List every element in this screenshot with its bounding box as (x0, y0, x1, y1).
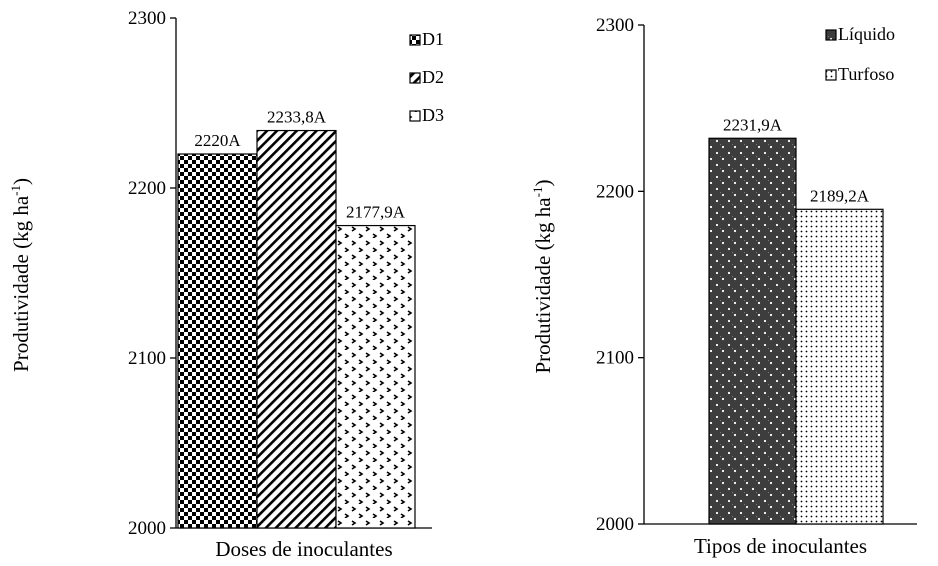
legend-label-líquido: Líquido (838, 24, 895, 44)
y-axis-title-main: Produtividade (kg ha (9, 195, 33, 372)
y-tick-label: 2300 (128, 8, 166, 29)
bar-d2 (256, 129, 337, 529)
data-label-líquido: 2231,9A (723, 115, 783, 134)
legend-swatch-d3 (409, 110, 421, 122)
chart-panel-2: 2000 2100 2200 2300 2231,9A 2189,2A Tipos de i… (530, 15, 917, 558)
data-label-d3: 2177,9A (346, 203, 406, 222)
bar-d1 (177, 153, 258, 529)
data-label-d2: 2233,8A (267, 108, 327, 127)
y-axis-title: Produtividade (kg ha-1) (530, 180, 555, 374)
x-axis-title: Tipos de inoculantes (694, 534, 867, 558)
legend-swatch-turfoso (825, 69, 837, 81)
y-tick-label: 2200 (596, 181, 634, 202)
y-tick-label: 2200 (128, 178, 166, 199)
chart-panel-1: 2000 2100 2200 2300 2220A 2233,8A 2177,9A Doses… (8, 8, 444, 561)
y-axis-title-close: ) (531, 180, 555, 187)
legend-label-turfoso: Turfoso (838, 64, 894, 84)
data-label-d1: 2220A (194, 131, 241, 150)
bar-d3 (335, 224, 416, 529)
legend: D1 D2 D3 (409, 29, 444, 125)
y-tick-label: 2300 (596, 15, 634, 36)
legend-swatch-líquido (825, 29, 837, 41)
y-tick-label: 2100 (128, 348, 166, 369)
legend-swatch-d1 (409, 34, 421, 46)
y-axis-title-superscript: -1 (530, 187, 545, 198)
legend-label-d3: D3 (422, 105, 444, 125)
legend-swatch-d2 (409, 72, 421, 84)
y-axis-title-superscript: -1 (8, 185, 23, 196)
data-label-turfoso: 2189,2A (810, 186, 870, 205)
legend-label-d1: D1 (422, 29, 444, 49)
y-axis-title-close: ) (9, 178, 33, 185)
legend-label-d2: D2 (422, 67, 444, 87)
y-axis-title: Produtividade (kg ha-1) (8, 178, 33, 372)
y-tick-label: 2000 (596, 514, 634, 535)
bar-líquido (708, 137, 797, 525)
x-axis-title: Doses de inoculantes (215, 537, 392, 561)
bar-turfoso (795, 208, 884, 525)
y-tick-label: 2100 (596, 348, 634, 369)
legend: Líquido Turfoso (825, 24, 895, 84)
y-axis-title-main: Produtividade (kg ha (531, 197, 555, 374)
y-tick-label: 2000 (128, 518, 166, 539)
